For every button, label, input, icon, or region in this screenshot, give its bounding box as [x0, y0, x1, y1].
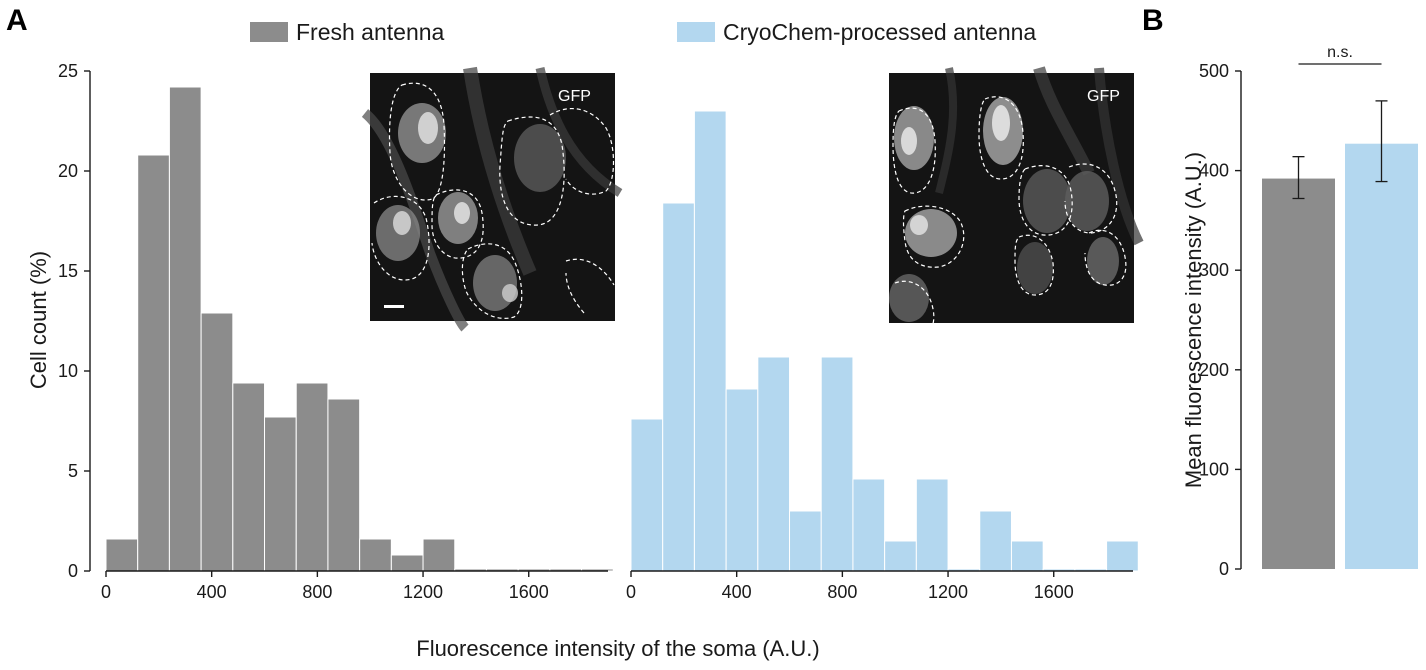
- x-tick-label-cryo-800: 800: [827, 582, 857, 602]
- histogram-bar-cryo-0: [630, 418, 664, 572]
- y-tick-label-fresh-25: 25: [58, 61, 78, 81]
- histogram-bar-cryo-8: [884, 540, 917, 572]
- histogram-bar-cryo-4: [757, 356, 791, 572]
- y-tick-label-fresh-5: 5: [68, 461, 78, 481]
- histogram-bar-cryo-11: [979, 510, 1012, 572]
- mean-bar-fresh: [1262, 178, 1335, 569]
- y-tick-label-fresh-10: 10: [58, 361, 78, 381]
- histogram-bar-cryo-6: [820, 356, 854, 572]
- y-tick-label-fresh-20: 20: [58, 161, 78, 181]
- x-tick-label-fresh-0: 0: [101, 582, 111, 602]
- x-tick-label-fresh-400: 400: [197, 582, 227, 602]
- x-tick-label-cryo-0: 0: [626, 582, 636, 602]
- mean-bar-cryo: [1345, 143, 1418, 569]
- bar-chart-mean: 0 100 200 300 400 500 n.s.: [1199, 44, 1418, 579]
- legend-fresh: Fresh antenna: [250, 19, 445, 45]
- histogram-bar-fresh-0: [105, 538, 139, 572]
- y-tick-label-fresh-0: 0: [68, 561, 78, 581]
- inset-label-gfp-cryo: GFP: [1087, 88, 1120, 105]
- y-axis-label-mean: Mean fluorescence intensity (A.U.): [1181, 152, 1206, 488]
- histogram-bar-cryo-2: [693, 110, 727, 572]
- x-tick-label-fresh-1200: 1200: [403, 582, 443, 602]
- histogram-bar-cryo-15: [1106, 540, 1139, 572]
- y-axis-label-cell-count: Cell count (%): [26, 251, 51, 389]
- x-tick-label-cryo-1200: 1200: [928, 582, 968, 602]
- panel-letter-a: A: [6, 4, 28, 37]
- legend-swatch-cryo: [677, 22, 715, 42]
- panel-letter-b: B: [1142, 4, 1164, 37]
- histogram-bar-fresh-2: [168, 86, 202, 572]
- histogram-bar-cryo-9: [915, 478, 949, 572]
- histogram-bar-fresh-4: [232, 382, 266, 572]
- inset-image-cryo: GFP: [889, 66, 1144, 330]
- histogram-bar-cryo-5: [789, 510, 822, 572]
- histogram-bar-cryo-1: [662, 202, 695, 572]
- x-tick-label-cryo-400: 400: [722, 582, 752, 602]
- x-tick-label-fresh-1600: 1600: [509, 582, 549, 602]
- legend-label-cryo: CryoChem-processed antenna: [723, 19, 1036, 45]
- legend-cryo: CryoChem-processed antenna: [677, 19, 1036, 45]
- histogram-bar-fresh-5: [264, 416, 297, 572]
- y-tick-label-mean-0: 0: [1219, 559, 1229, 579]
- histogram-fresh: 0 400 800 1200 1600 0 5 10 15 20 25: [58, 61, 614, 602]
- histogram-bar-fresh-7: [327, 398, 361, 572]
- histogram-bar-fresh-9: [390, 554, 424, 572]
- histogram-bar-fresh-10: [422, 538, 456, 572]
- y-tick-label-mean-300: 300: [1199, 260, 1229, 280]
- significance-label: n.s.: [1327, 44, 1353, 61]
- histogram-bar-fresh-6: [295, 382, 329, 572]
- y-tick-label-mean-200: 200: [1199, 360, 1229, 380]
- x-axis-label-shared: Fluorescence intensity of the soma (A.U.…: [416, 636, 820, 661]
- y-tick-label-mean-400: 400: [1199, 161, 1229, 181]
- histogram-bar-fresh-1: [137, 154, 170, 572]
- inset-image-fresh: GFP: [361, 66, 623, 332]
- legend-swatch-fresh: [250, 22, 288, 42]
- x-tick-label-cryo-1600: 1600: [1034, 582, 1074, 602]
- y-tick-label-mean-100: 100: [1199, 459, 1229, 479]
- x-tick-label-fresh-800: 800: [302, 582, 332, 602]
- histogram-bar-fresh-3: [200, 312, 234, 572]
- histogram-bar-cryo-7: [852, 478, 886, 572]
- histogram-bar-cryo-3: [725, 388, 759, 572]
- histogram-cryo: 0 400 800 1200 1600: [626, 110, 1139, 602]
- y-tick-label-fresh-15: 15: [58, 261, 78, 281]
- y-tick-label-mean-500: 500: [1199, 61, 1229, 81]
- histogram-bar-cryo-12: [1010, 540, 1044, 572]
- histogram-bar-fresh-8: [359, 538, 392, 572]
- inset-label-gfp-fresh: GFP: [558, 88, 591, 105]
- legend-label-fresh: Fresh antenna: [296, 19, 445, 45]
